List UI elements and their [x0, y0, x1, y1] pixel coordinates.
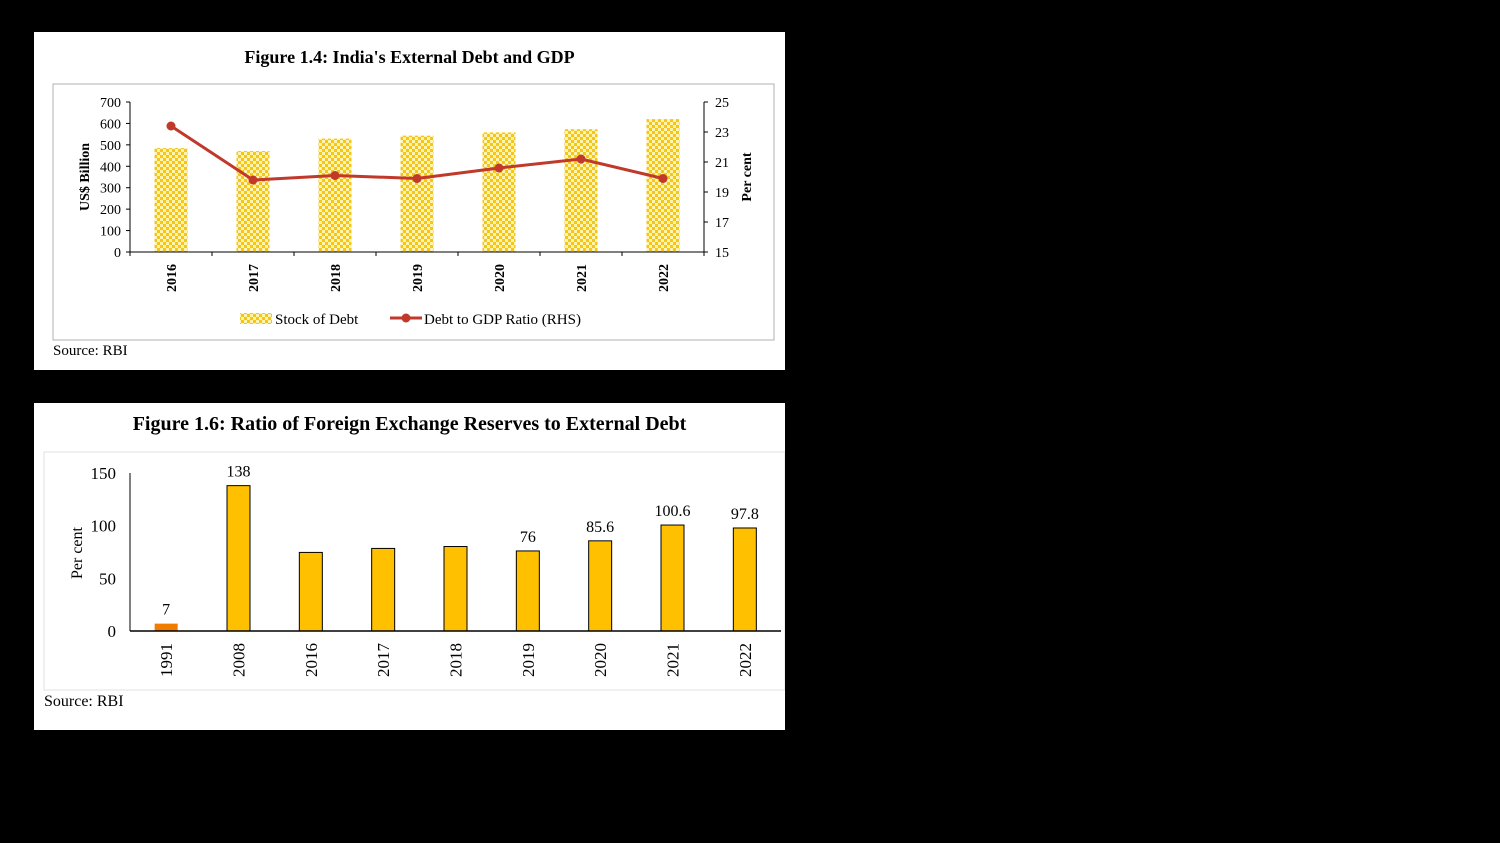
chart-title: Figure 1.4: India's External Debt and GD… [244, 47, 575, 67]
x-tick-label: 2021 [664, 643, 683, 677]
legend-label-stock: Stock of Debt [275, 312, 359, 328]
y-tick-label: 150 [91, 464, 117, 483]
point-debt-to-gdp [576, 154, 586, 164]
point-debt-to-gdp [658, 174, 668, 183]
y-axis-title: Per cent [69, 526, 86, 579]
x-tick-label: 2022 [657, 264, 672, 292]
x-tick-label: 2018 [329, 264, 344, 292]
y-right-axis-title: Per cent [740, 152, 755, 201]
bar-reserves-ratio [588, 540, 613, 632]
y-axis-title: US$ Billion [78, 143, 93, 211]
plot-frame [43, 451, 785, 691]
x-tick-label: 2022 [736, 643, 755, 677]
legend-swatch-ratio-marker [401, 313, 411, 323]
data-label: 97.8 [731, 506, 759, 523]
x-tick-label: 1991 [157, 643, 176, 677]
data-label: 7 [162, 602, 170, 619]
x-tick-label: 2008 [230, 643, 249, 677]
point-debt-to-gdp [412, 174, 422, 183]
chart-1-6-svg: 7 138 76 85.6 100.6 97.8 0 50 100 150 Per cent 199… [43, 451, 785, 691]
bar-stock-of-debt [646, 119, 680, 253]
x-tick-label: 2016 [302, 643, 321, 677]
source-note: Source: RBI [44, 693, 124, 710]
data-label: 85.6 [586, 519, 614, 536]
bar-reserves-ratio [154, 623, 178, 631]
bar-reserves-ratio [660, 524, 685, 632]
x-tick-label: 2018 [447, 643, 466, 677]
point-debt-to-gdp [494, 163, 504, 173]
y-tick-label: 50 [99, 569, 116, 588]
y-tick-label: 0 [114, 246, 121, 261]
point-debt-to-gdp [166, 121, 176, 131]
data-label: 100.6 [655, 503, 691, 520]
bar-reserves-ratio [515, 550, 540, 632]
bar-stock-of-debt [318, 138, 352, 252]
y-right-tick-label: 15 [715, 246, 729, 261]
figure-1-4-panel: Figure 1.4: India's External Debt and GD… [34, 32, 785, 370]
x-tick-label: 2021 [575, 264, 590, 292]
bar-reserves-ratio [732, 527, 757, 632]
x-tick-label: 2017 [247, 264, 262, 292]
y-tick-label: 700 [100, 96, 121, 111]
x-tick-label: 2020 [493, 264, 508, 292]
y-tick-label: 100 [100, 225, 121, 240]
y-tick-label: 400 [100, 160, 121, 175]
y-tick-label: 300 [100, 182, 121, 197]
y-tick-label: 200 [100, 203, 121, 218]
bar-reserves-ratio [298, 551, 323, 632]
x-tick-label: 2016 [165, 264, 180, 292]
legend-swatch-stock [240, 313, 272, 324]
bar-stock-of-debt [482, 132, 516, 252]
x-tick-label: 2019 [519, 643, 538, 677]
data-label: 76 [520, 529, 536, 546]
y-right-tick-label: 21 [715, 156, 729, 171]
y-tick-label: 100 [91, 517, 117, 536]
point-debt-to-gdp [330, 171, 340, 180]
y-tick-label: 500 [100, 139, 121, 154]
bar-reserves-ratio [443, 546, 468, 632]
y-right-tick-label: 19 [715, 186, 729, 201]
y-right-tick-label: 25 [715, 96, 729, 111]
x-tick-label: 2020 [591, 643, 610, 677]
point-debt-to-gdp [248, 175, 258, 185]
figure-1-6-panel: Figure 1.6: Ratio of Foreign Exchange Re… [34, 403, 785, 730]
bar-stock-of-debt [236, 151, 270, 252]
y-tick-label: 600 [100, 117, 121, 132]
y-tick-label: 0 [108, 622, 117, 641]
data-label: 138 [227, 464, 251, 481]
bar-reserves-ratio [226, 485, 251, 632]
bar-reserves-ratio [371, 547, 396, 632]
bar-stock-of-debt [154, 148, 188, 252]
legend-label-ratio: Debt to GDP Ratio (RHS) [424, 312, 581, 328]
bar-stock-of-debt [400, 135, 434, 252]
bar-stock-of-debt [564, 129, 598, 252]
source-note: Source: RBI [53, 343, 128, 359]
y-right-tick-label: 23 [715, 126, 729, 141]
y-right-tick-label: 17 [715, 216, 729, 231]
plot-frame [52, 83, 775, 341]
chart-title: Figure 1.6: Ratio of Foreign Exchange Re… [132, 413, 687, 435]
x-tick-label: 2019 [411, 264, 426, 292]
chart-1-4-svg: 0 100 200 300 400 500 600 700 15 17 19 21 23 25 2016 20… [52, 83, 775, 341]
x-tick-label: 2017 [374, 643, 393, 678]
